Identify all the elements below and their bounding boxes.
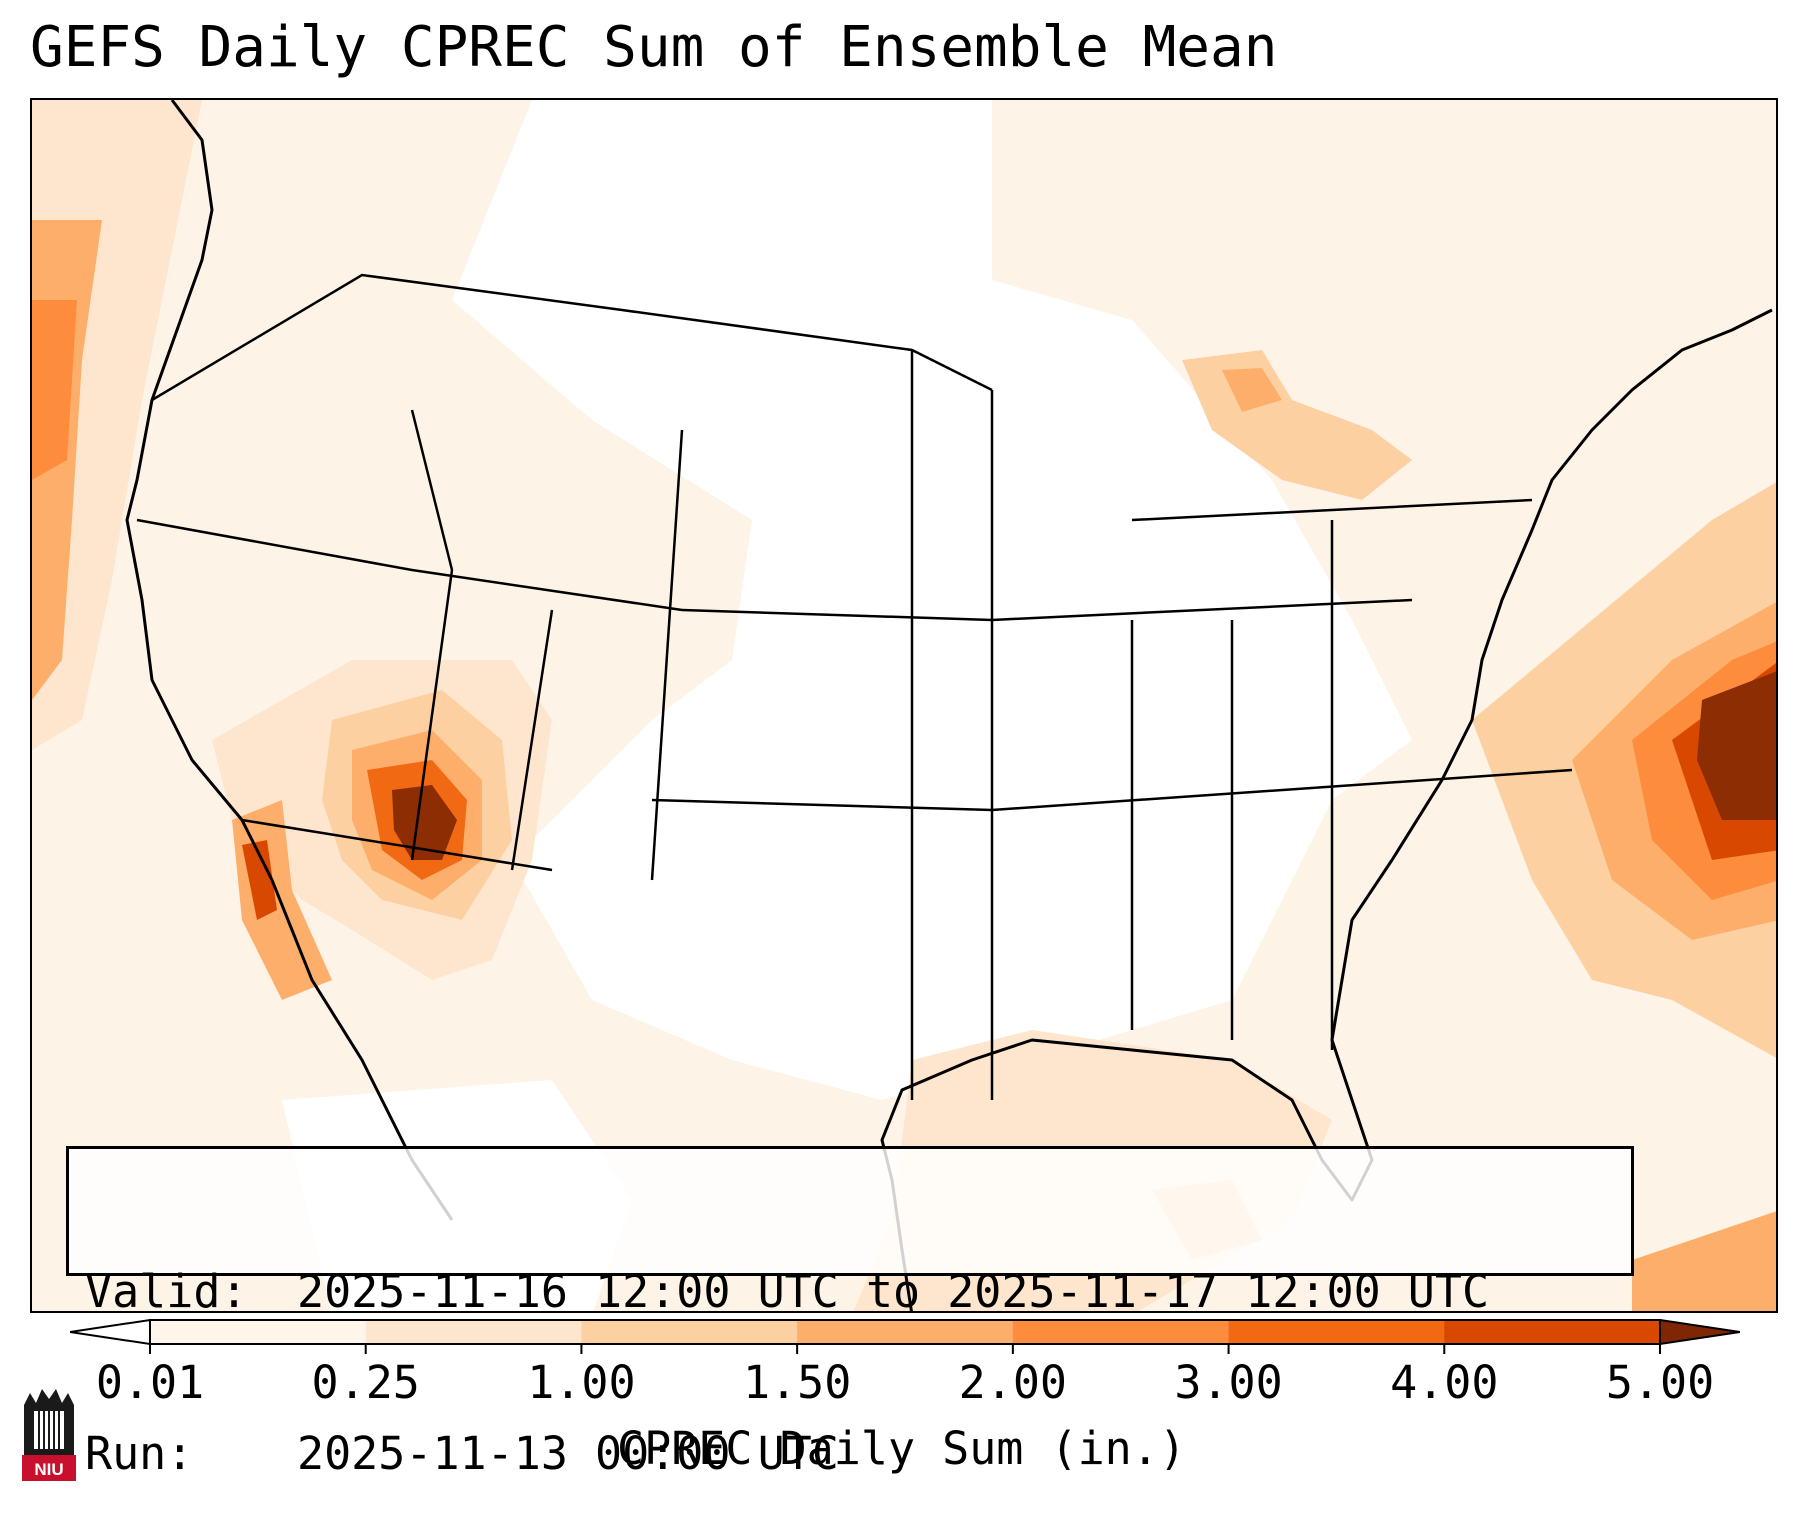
colorbar-bins (149, 1319, 1661, 1345)
niu-logo-text: NIU (34, 1460, 63, 1479)
colorbar-tick-label: 4.00 (1390, 1356, 1499, 1409)
run-value: 2025-11-13 00:00 UTC (297, 1427, 839, 1480)
run-label: Run: (85, 1427, 194, 1480)
run-row: Run: 2025-11-13 00:00 UTC (85, 1427, 1631, 1481)
valid-run-info-box: Valid: 2025-11-16 12:00 UTC to 2025-11-17… (66, 1146, 1634, 1480)
colorbar-tick-label: 0.01 (95, 1356, 205, 1409)
colorbar-bin (581, 1320, 798, 1344)
colorbar-over-arrow (1659, 1318, 1740, 1346)
colorbar-tick-label: 1.00 (527, 1356, 636, 1409)
colorbar-under-arrow (70, 1318, 151, 1346)
colorbar-tick-label: 2.00 (958, 1356, 1068, 1409)
state-borders (136, 273, 1573, 1100)
map-panel (30, 98, 1778, 1313)
colorbar-bin (150, 1320, 367, 1344)
valid-label: Valid: (85, 1265, 248, 1318)
precip-map (32, 100, 1776, 1311)
colorbar-label: CPREC Daily Sum (in.) (617, 1422, 1186, 1475)
colorbar-tick-label: 5.00 (1605, 1356, 1715, 1409)
colorbar-ticks (149, 1344, 1661, 1354)
niu-logo-badge (22, 1455, 76, 1481)
colorbar-bin (797, 1320, 1014, 1344)
colorbar-bin (365, 1320, 582, 1344)
valid-value: 2025-11-16 12:00 UTC to 2025-11-17 12:00… (297, 1265, 1490, 1318)
colorbar-bin (1228, 1320, 1445, 1344)
map-title: GEFS Daily CPREC Sum of Ensemble Mean (30, 15, 1278, 80)
colorbar-tick-label: 3.00 (1174, 1356, 1283, 1409)
colorbar (70, 1318, 1740, 1354)
colorbar-bin (1012, 1320, 1230, 1344)
colorbar-bin (1444, 1320, 1661, 1344)
niu-logo: NIU (22, 1389, 76, 1481)
colorbar-tick-label: 0.25 (311, 1356, 420, 1409)
colorbar-tick-label: 1.50 (742, 1356, 852, 1409)
valid-row: Valid: 2025-11-16 12:00 UTC to 2025-11-17… (85, 1265, 1631, 1319)
